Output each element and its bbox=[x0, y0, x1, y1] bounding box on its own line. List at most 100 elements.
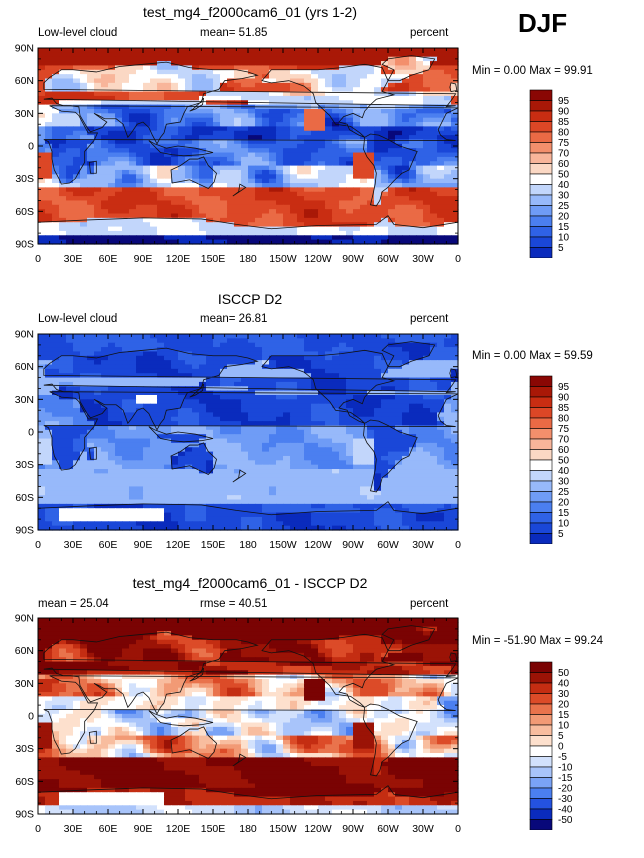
coastline-greenland bbox=[381, 625, 436, 652]
colorbar-label: 20 bbox=[558, 700, 570, 711]
colorbar-label: 15 bbox=[558, 508, 570, 519]
coastline-africa bbox=[43, 105, 459, 185]
colorbar-label: 50 bbox=[558, 170, 570, 181]
lon-tick-label: 60W bbox=[377, 539, 399, 551]
colorbar-label: 10 bbox=[558, 519, 570, 530]
lon-tick-label: 30E bbox=[64, 253, 83, 265]
lon-tick-label: 30E bbox=[64, 539, 83, 551]
panel3-units-label: percent bbox=[410, 598, 449, 610]
lat-tick-label: 90S bbox=[15, 809, 34, 821]
colorbar-box bbox=[529, 407, 553, 419]
lat-tick-label: 30N bbox=[15, 394, 34, 406]
lat-tick-label: 90N bbox=[15, 329, 34, 341]
coastline-africa bbox=[43, 391, 459, 471]
colorbar-label: 80 bbox=[558, 128, 570, 139]
colorbar-box bbox=[529, 215, 553, 227]
lat-tick-label: 0 bbox=[28, 711, 34, 723]
colorbar-box bbox=[529, 236, 553, 248]
coastline-eurasia bbox=[43, 631, 457, 715]
colorbar-label: 60 bbox=[558, 159, 570, 170]
lon-tick-label: 150W bbox=[269, 539, 297, 551]
lat-tick-label: 60N bbox=[15, 361, 34, 373]
colorbar-label: 15 bbox=[558, 222, 570, 233]
lat-tick-label: 30S bbox=[15, 173, 34, 185]
lon-tick-label: 90E bbox=[134, 823, 153, 835]
colorbar-label: -50 bbox=[558, 815, 573, 826]
lon-tick-label: 180 bbox=[239, 823, 257, 835]
colorbar-label: 40 bbox=[558, 466, 570, 477]
colorbar-label: 10 bbox=[558, 721, 570, 732]
lon-tick-label: 30W bbox=[412, 823, 434, 835]
panel1-mean-label: mean= 51.85 bbox=[200, 27, 268, 39]
colorbar-box bbox=[529, 194, 553, 206]
lon-tick-label: 90W bbox=[342, 253, 364, 265]
colorbar-label: 90 bbox=[558, 393, 570, 404]
lat-tick-label: 60S bbox=[15, 206, 34, 218]
lon-tick-label: 120W bbox=[304, 539, 332, 551]
panel3-mean-label: mean = 25.04 bbox=[38, 598, 109, 610]
lon-tick-label: 150E bbox=[201, 539, 226, 551]
colorbar-label: 30 bbox=[558, 477, 570, 488]
colorbar-label: 5 bbox=[558, 731, 564, 742]
lat-tick-label: 90N bbox=[15, 613, 34, 625]
lat-tick-label: 30S bbox=[15, 743, 34, 755]
colorbar-box bbox=[529, 142, 553, 154]
coastline-eurasia bbox=[43, 61, 457, 145]
coastline-japan bbox=[189, 97, 205, 112]
colorbar-label: 5 bbox=[558, 529, 564, 540]
coastline-eurasia bbox=[43, 347, 457, 431]
colorbar-label: 30 bbox=[558, 191, 570, 202]
lon-tick-label: 120E bbox=[166, 823, 191, 835]
colorbar-box bbox=[529, 693, 553, 705]
colorbar-label: 85 bbox=[558, 117, 570, 128]
coastline-japan bbox=[189, 667, 205, 682]
lon-tick-label: 150W bbox=[269, 823, 297, 835]
lon-tick-label: 0 bbox=[455, 253, 461, 265]
colorbar-box bbox=[529, 787, 553, 799]
colorbar-label: 20 bbox=[558, 212, 570, 223]
colorbar-label: -10 bbox=[558, 763, 573, 774]
lon-tick-label: 30W bbox=[412, 539, 434, 551]
colorbar-box bbox=[529, 491, 553, 503]
colorbar-box bbox=[529, 682, 553, 694]
panel1-title: test_mg4_f2000cam6_01 (yrs 1-2) bbox=[143, 4, 357, 20]
lon-tick-label: 120W bbox=[304, 823, 332, 835]
colorbar-box bbox=[529, 777, 553, 789]
lon-tick-label: 60E bbox=[99, 253, 118, 265]
panel3-minmax: Min = -51.90 Max = 99.24 bbox=[472, 635, 604, 647]
lon-tick-label: 60E bbox=[99, 539, 118, 551]
colorbar-label: -40 bbox=[558, 805, 573, 816]
coastline-australia bbox=[170, 726, 217, 759]
lat-tick-label: 30N bbox=[15, 108, 34, 120]
colorbar-label: 95 bbox=[558, 96, 570, 107]
colorbar-label: 5 bbox=[558, 243, 564, 254]
season-label: DJF bbox=[518, 8, 568, 38]
colorbar-box bbox=[529, 745, 553, 757]
colorbar-box bbox=[529, 459, 553, 471]
lon-tick-label: 30W bbox=[412, 253, 434, 265]
field-shading bbox=[38, 334, 459, 531]
colorbar-box bbox=[529, 417, 553, 429]
colorbar-label: 0 bbox=[558, 742, 564, 753]
lat-tick-label: 60N bbox=[15, 645, 34, 657]
lon-tick-label: 90E bbox=[134, 539, 153, 551]
colorbar-label: 90 bbox=[558, 107, 570, 118]
colorbar-box bbox=[529, 131, 553, 143]
lon-tick-label: 0 bbox=[35, 823, 41, 835]
colorbar-label: 40 bbox=[558, 180, 570, 191]
coastline-africa bbox=[43, 675, 459, 755]
coastline-greenland bbox=[381, 341, 436, 368]
colorbar-box bbox=[529, 438, 553, 450]
colorbar-label: 95 bbox=[558, 382, 570, 393]
lat-tick-label: 90S bbox=[15, 239, 34, 251]
colorbar-label: 70 bbox=[558, 149, 570, 160]
panel2-mean-label: mean= 26.81 bbox=[200, 313, 268, 325]
colorbar-label: 20 bbox=[558, 498, 570, 509]
panel2-units-label: percent bbox=[410, 313, 449, 325]
coastline-indonesia bbox=[148, 710, 214, 727]
colorbar-label: 40 bbox=[558, 679, 570, 690]
colorbar-label: 75 bbox=[558, 138, 570, 149]
coastline-madagascar bbox=[88, 730, 97, 744]
